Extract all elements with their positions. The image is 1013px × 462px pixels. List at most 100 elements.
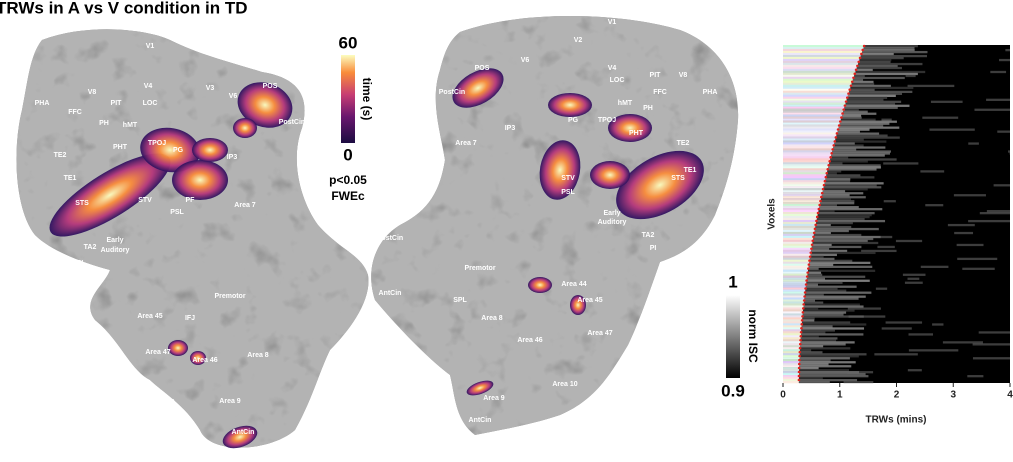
heatmap-row [783, 61, 859, 63]
heatmap-streak [883, 162, 918, 164]
onset-marker [827, 164, 830, 167]
heatmap-row-tail [802, 317, 814, 319]
heatmap-streak [973, 343, 1010, 345]
region-label: IP3 [505, 125, 516, 132]
heatmap-streak [954, 232, 973, 234]
heatmap-row-tail [835, 138, 863, 140]
onset-marker [800, 327, 803, 330]
heatmap-row-tail [803, 309, 854, 311]
heatmap-row [783, 134, 836, 136]
heatmap-row-tail [830, 158, 896, 160]
heatmap-row [783, 170, 827, 172]
onset-marker [844, 104, 847, 107]
heatmap-row [783, 357, 800, 359]
region-label: PH [99, 120, 109, 127]
heatmap-streak [987, 210, 1010, 212]
heatmap-row [783, 329, 801, 331]
heatmap-row [783, 315, 802, 317]
heatmap-row-tail [830, 160, 868, 162]
onset-marker [845, 100, 848, 103]
onset-marker [823, 184, 826, 187]
onset-marker [857, 61, 860, 64]
heatmap-row-tail [840, 123, 890, 125]
onset-marker [832, 144, 835, 147]
heatmap-row [783, 115, 842, 117]
onset-marker [799, 339, 802, 342]
heatmap-row [783, 331, 801, 333]
heatmap-row-tail [821, 198, 851, 200]
heatmap-row-tail [837, 132, 879, 134]
heatmap-row [783, 55, 861, 57]
heatmap-row-tail [809, 262, 870, 264]
onset-marker [840, 116, 843, 119]
onset-marker [802, 311, 805, 314]
onset-marker [798, 371, 801, 374]
heatmap-row [783, 313, 803, 315]
left-flatmap [16, 29, 368, 447]
onset-marker [829, 156, 832, 159]
heatmap-streak [844, 381, 874, 383]
region-label: TPOJ [598, 117, 616, 124]
heatmap-streak [909, 333, 934, 335]
heatmap-row [783, 178, 825, 180]
heatmap-row-tail [836, 134, 887, 136]
onset-marker [803, 299, 806, 302]
heatmap-row [783, 355, 800, 357]
heatmap-row [783, 172, 827, 174]
heatmap-row-tail [807, 276, 865, 278]
region-label: Auditory [101, 247, 130, 254]
heatmap-row [783, 270, 808, 272]
onset-marker [798, 355, 801, 358]
onset-marker [802, 303, 805, 306]
region-label: V3 [206, 85, 215, 92]
heatmap-row-tail [801, 331, 825, 333]
heatmap-row-tail [800, 343, 845, 345]
heatmap-row [783, 71, 855, 73]
region-label: FFC [68, 109, 82, 116]
heatmap-row [783, 57, 860, 59]
heatmap-streak [932, 323, 943, 325]
heatmap-row [783, 132, 837, 134]
heatmap-row-tail [843, 113, 877, 115]
heatmap-row-tail [853, 79, 863, 81]
heatmap-streak [905, 282, 923, 284]
heatmap-row-tail [826, 176, 875, 178]
heatmap-row-tail [854, 77, 905, 79]
onset-marker [804, 287, 807, 290]
region-label: PI [77, 260, 84, 267]
heatmap-row [783, 260, 810, 262]
heatmap-row-tail [813, 236, 880, 238]
onset-marker [821, 192, 824, 195]
onset-marker [801, 319, 804, 322]
heatmap-row [783, 113, 843, 115]
heatmap-row-tail [827, 170, 841, 172]
heatmap-row [783, 264, 809, 266]
heatmap-row [783, 202, 820, 204]
heatmap-row-tail [851, 85, 891, 87]
title: TRWs in A vs V condition in TD [0, 0, 248, 17]
heatmap-row-tail [824, 184, 877, 186]
isc-max: 1 [728, 272, 737, 291]
threshold-correction: FWEc [331, 189, 365, 203]
heatmap-row-tail [811, 252, 876, 254]
heatmap-row [783, 220, 816, 222]
heatmap-row-tail [808, 268, 818, 270]
heatmap-row [783, 250, 811, 252]
heatmap-row-tail [810, 256, 824, 258]
heatmap-row [783, 311, 803, 313]
heatmap-row [783, 284, 806, 286]
heatmap-row [783, 158, 830, 160]
region-label: Auditory [598, 219, 627, 226]
heatmap-streak [861, 250, 896, 252]
heatmap-row [783, 65, 857, 67]
heatmap-row [783, 369, 799, 371]
heatmap-row-tail [812, 242, 878, 244]
heatmap-row [783, 377, 799, 379]
onset-marker [802, 307, 805, 310]
heatmap-row-tail [861, 53, 893, 55]
heatmap-row-tail [805, 294, 824, 296]
heatmap-row-tail [813, 238, 873, 240]
heatmap-streak [847, 371, 873, 373]
heatmap-row [783, 206, 819, 208]
heatmap-row [783, 83, 852, 85]
